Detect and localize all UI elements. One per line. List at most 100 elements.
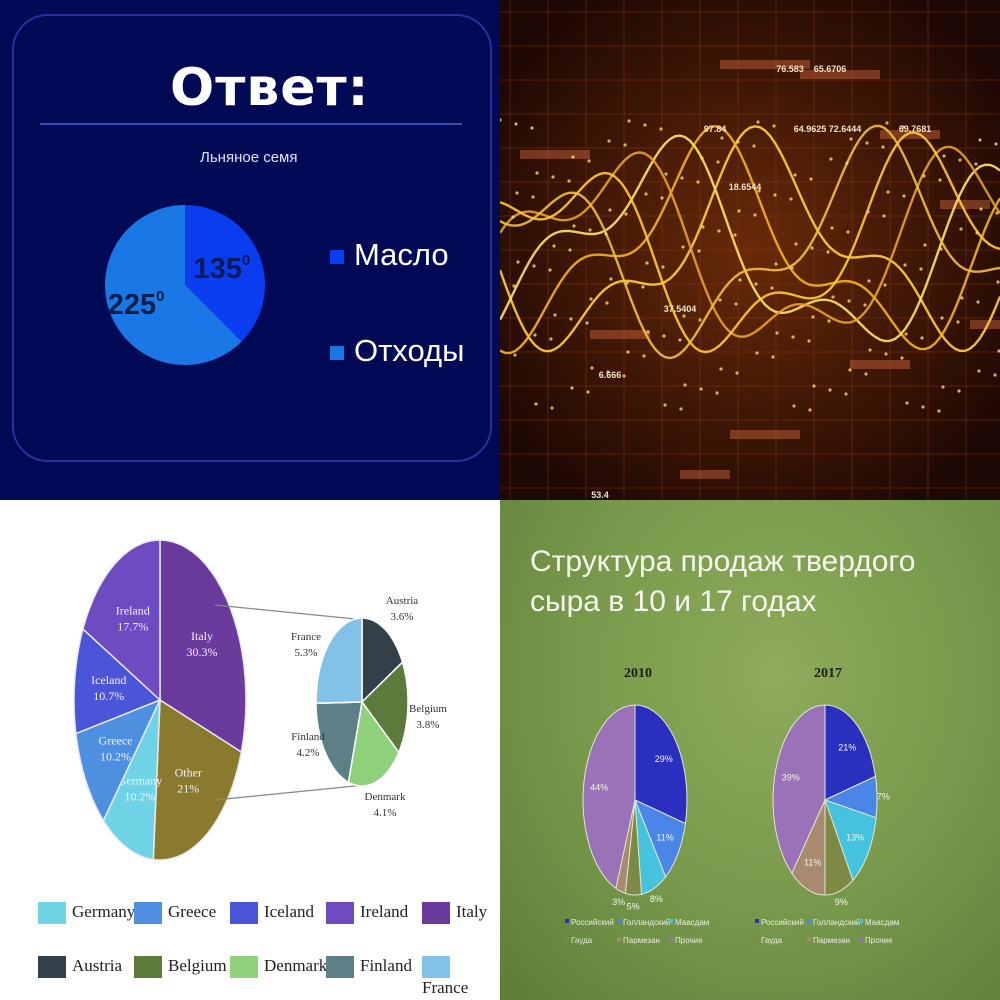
series-line	[500, 134, 1000, 343]
value-readout: 37.5404	[664, 304, 697, 314]
slice-percent: 9%	[835, 897, 848, 907]
pie-slice	[824, 704, 876, 801]
data-dot	[645, 261, 649, 265]
legend-swatch	[330, 345, 344, 360]
slice-percent: 10.2%	[100, 750, 131, 764]
data-dot	[604, 232, 608, 236]
pie-slice	[824, 799, 854, 896]
legend-item: Iceland	[230, 902, 315, 925]
sub-pie-slice	[315, 701, 363, 784]
data-dot	[995, 211, 999, 215]
data-dot	[937, 409, 941, 413]
data-dot	[548, 268, 552, 272]
data-dot	[770, 286, 774, 290]
legend-item: Denmark	[230, 956, 327, 979]
legend-label: Italy	[456, 902, 488, 921]
slice-percent: 7%	[877, 792, 890, 802]
data-dot	[663, 403, 667, 407]
sub-pie-slice	[347, 700, 400, 787]
data-dot	[530, 126, 534, 130]
data-dot	[515, 191, 519, 195]
data-dot	[994, 142, 998, 146]
data-dot	[958, 158, 962, 162]
legend-swatch	[38, 956, 66, 979]
legend-label: Пармезан	[813, 936, 850, 945]
data-dot	[901, 125, 905, 129]
legend-label: Отходы	[354, 333, 465, 368]
connector-line	[214, 604, 366, 621]
slice-percent: 11%	[804, 858, 821, 868]
legend-swatch	[38, 902, 66, 925]
data-dot	[683, 383, 687, 387]
legend-swatch	[859, 937, 863, 941]
value-readout: 64.9625	[794, 124, 827, 134]
data-dot	[659, 127, 663, 131]
data-dot	[844, 392, 848, 396]
pie-slice	[73, 627, 162, 735]
data-dot	[516, 260, 520, 264]
sub-slice-label: Belgium	[409, 703, 447, 715]
chart-subtitle: Льняное семя	[200, 149, 298, 166]
legend-swatch	[617, 937, 621, 941]
data-dot	[960, 296, 964, 300]
legend-swatch	[669, 919, 673, 923]
glow-bar	[520, 150, 590, 159]
data-dot	[863, 303, 867, 307]
legend-swatch	[230, 956, 258, 979]
slice-percent: 10.2%	[124, 789, 155, 803]
data-dot	[938, 178, 942, 182]
series-line	[500, 145, 1000, 338]
legend-label: Гауда	[761, 936, 783, 945]
data-dot	[627, 119, 631, 123]
slice-percent: 17.7%	[117, 619, 148, 633]
cheese-sales-panel: Структура продаж твердого сыра в 10 и 17…	[500, 500, 1000, 1000]
data-dot	[975, 231, 979, 235]
pie-year-label: 2017	[814, 666, 842, 681]
data-dot	[792, 404, 796, 408]
slice-percent: 3%	[612, 897, 625, 907]
data-dot	[646, 330, 650, 334]
legend-swatch	[807, 919, 811, 923]
value-readout: 76.583	[776, 64, 804, 74]
data-dot	[827, 319, 831, 323]
legend-swatch	[422, 956, 450, 979]
data-dot	[572, 224, 576, 228]
data-dot	[606, 370, 610, 374]
data-dot	[535, 171, 539, 175]
data-dot	[882, 214, 886, 218]
data-dot	[607, 139, 611, 143]
legend-swatch	[859, 919, 863, 923]
answer-title: Ответ:	[170, 58, 370, 118]
data-dot	[754, 282, 758, 286]
legend-item: Germany	[38, 902, 135, 925]
data-dot	[881, 145, 885, 149]
slice-label-exponent: 0	[156, 288, 164, 305]
data-dot	[884, 352, 888, 356]
data-dot	[534, 402, 538, 406]
data-dot	[641, 285, 645, 289]
data-dot	[771, 355, 775, 359]
legend-swatch	[134, 902, 162, 925]
data-dot	[790, 266, 794, 270]
data-dot	[920, 336, 924, 340]
pie-slice	[634, 799, 686, 878]
legend-label: France	[422, 978, 469, 998]
data-dot	[959, 227, 963, 231]
legend-item: Greece	[134, 902, 216, 925]
data-dot	[569, 317, 573, 321]
data-dot	[789, 197, 793, 201]
glow-bar	[880, 130, 940, 139]
title-divider	[40, 123, 462, 125]
value-readout: 6.666	[599, 370, 622, 380]
data-dot	[941, 385, 945, 389]
data-dot	[904, 332, 908, 336]
legend-item: Austria	[38, 956, 122, 979]
data-dot	[996, 280, 1000, 284]
data-dot	[699, 387, 703, 391]
legend-label: Прочие	[865, 936, 893, 945]
data-dot	[679, 407, 683, 411]
data-dot	[720, 136, 724, 140]
legend-label: Iceland	[264, 902, 315, 921]
legend-swatch	[565, 937, 569, 941]
data-dot	[866, 210, 870, 214]
